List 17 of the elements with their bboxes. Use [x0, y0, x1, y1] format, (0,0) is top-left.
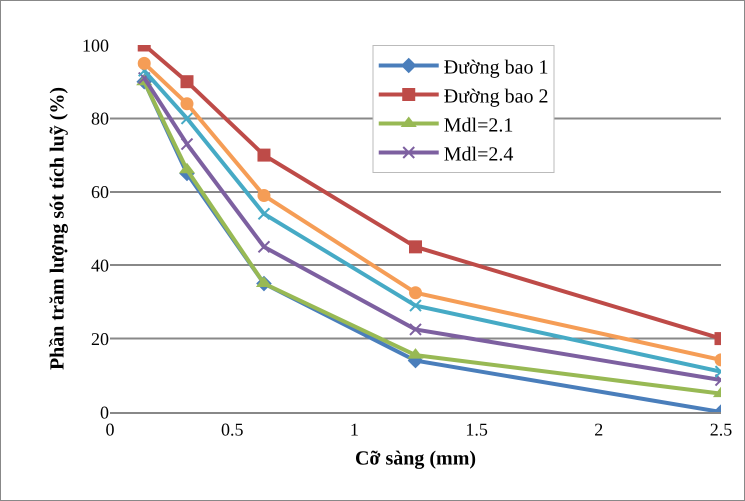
x-tick-label: 1.5 [465, 420, 488, 440]
x-tick-label: 2 [594, 420, 604, 440]
y-tick-label: 60 [91, 182, 109, 202]
y-axis-title: Phần trăm lượng sót tích luỹ (%) [46, 86, 68, 370]
legend-label: Mdl=2.1 [444, 114, 514, 136]
y-tick-label: 80 [91, 108, 109, 129]
y-tick-label: 100 [82, 35, 109, 56]
x-tick-label: 0.5 [220, 420, 244, 440]
y-tick-label: 40 [91, 256, 109, 276]
y-tick-label: 20 [91, 328, 109, 349]
y-tick-label: 0 [100, 402, 109, 422]
legend-label: Đường bao 2 [444, 85, 548, 108]
x-tick-label: 2.5 [710, 420, 732, 440]
legend-label: Đường bao 1 [444, 56, 548, 78]
legend-label: Mdl=2.4 [444, 143, 514, 166]
x-tick-label: 1 [350, 420, 359, 440]
x-axis-title: Cỡ sàng (mm) [354, 448, 476, 470]
